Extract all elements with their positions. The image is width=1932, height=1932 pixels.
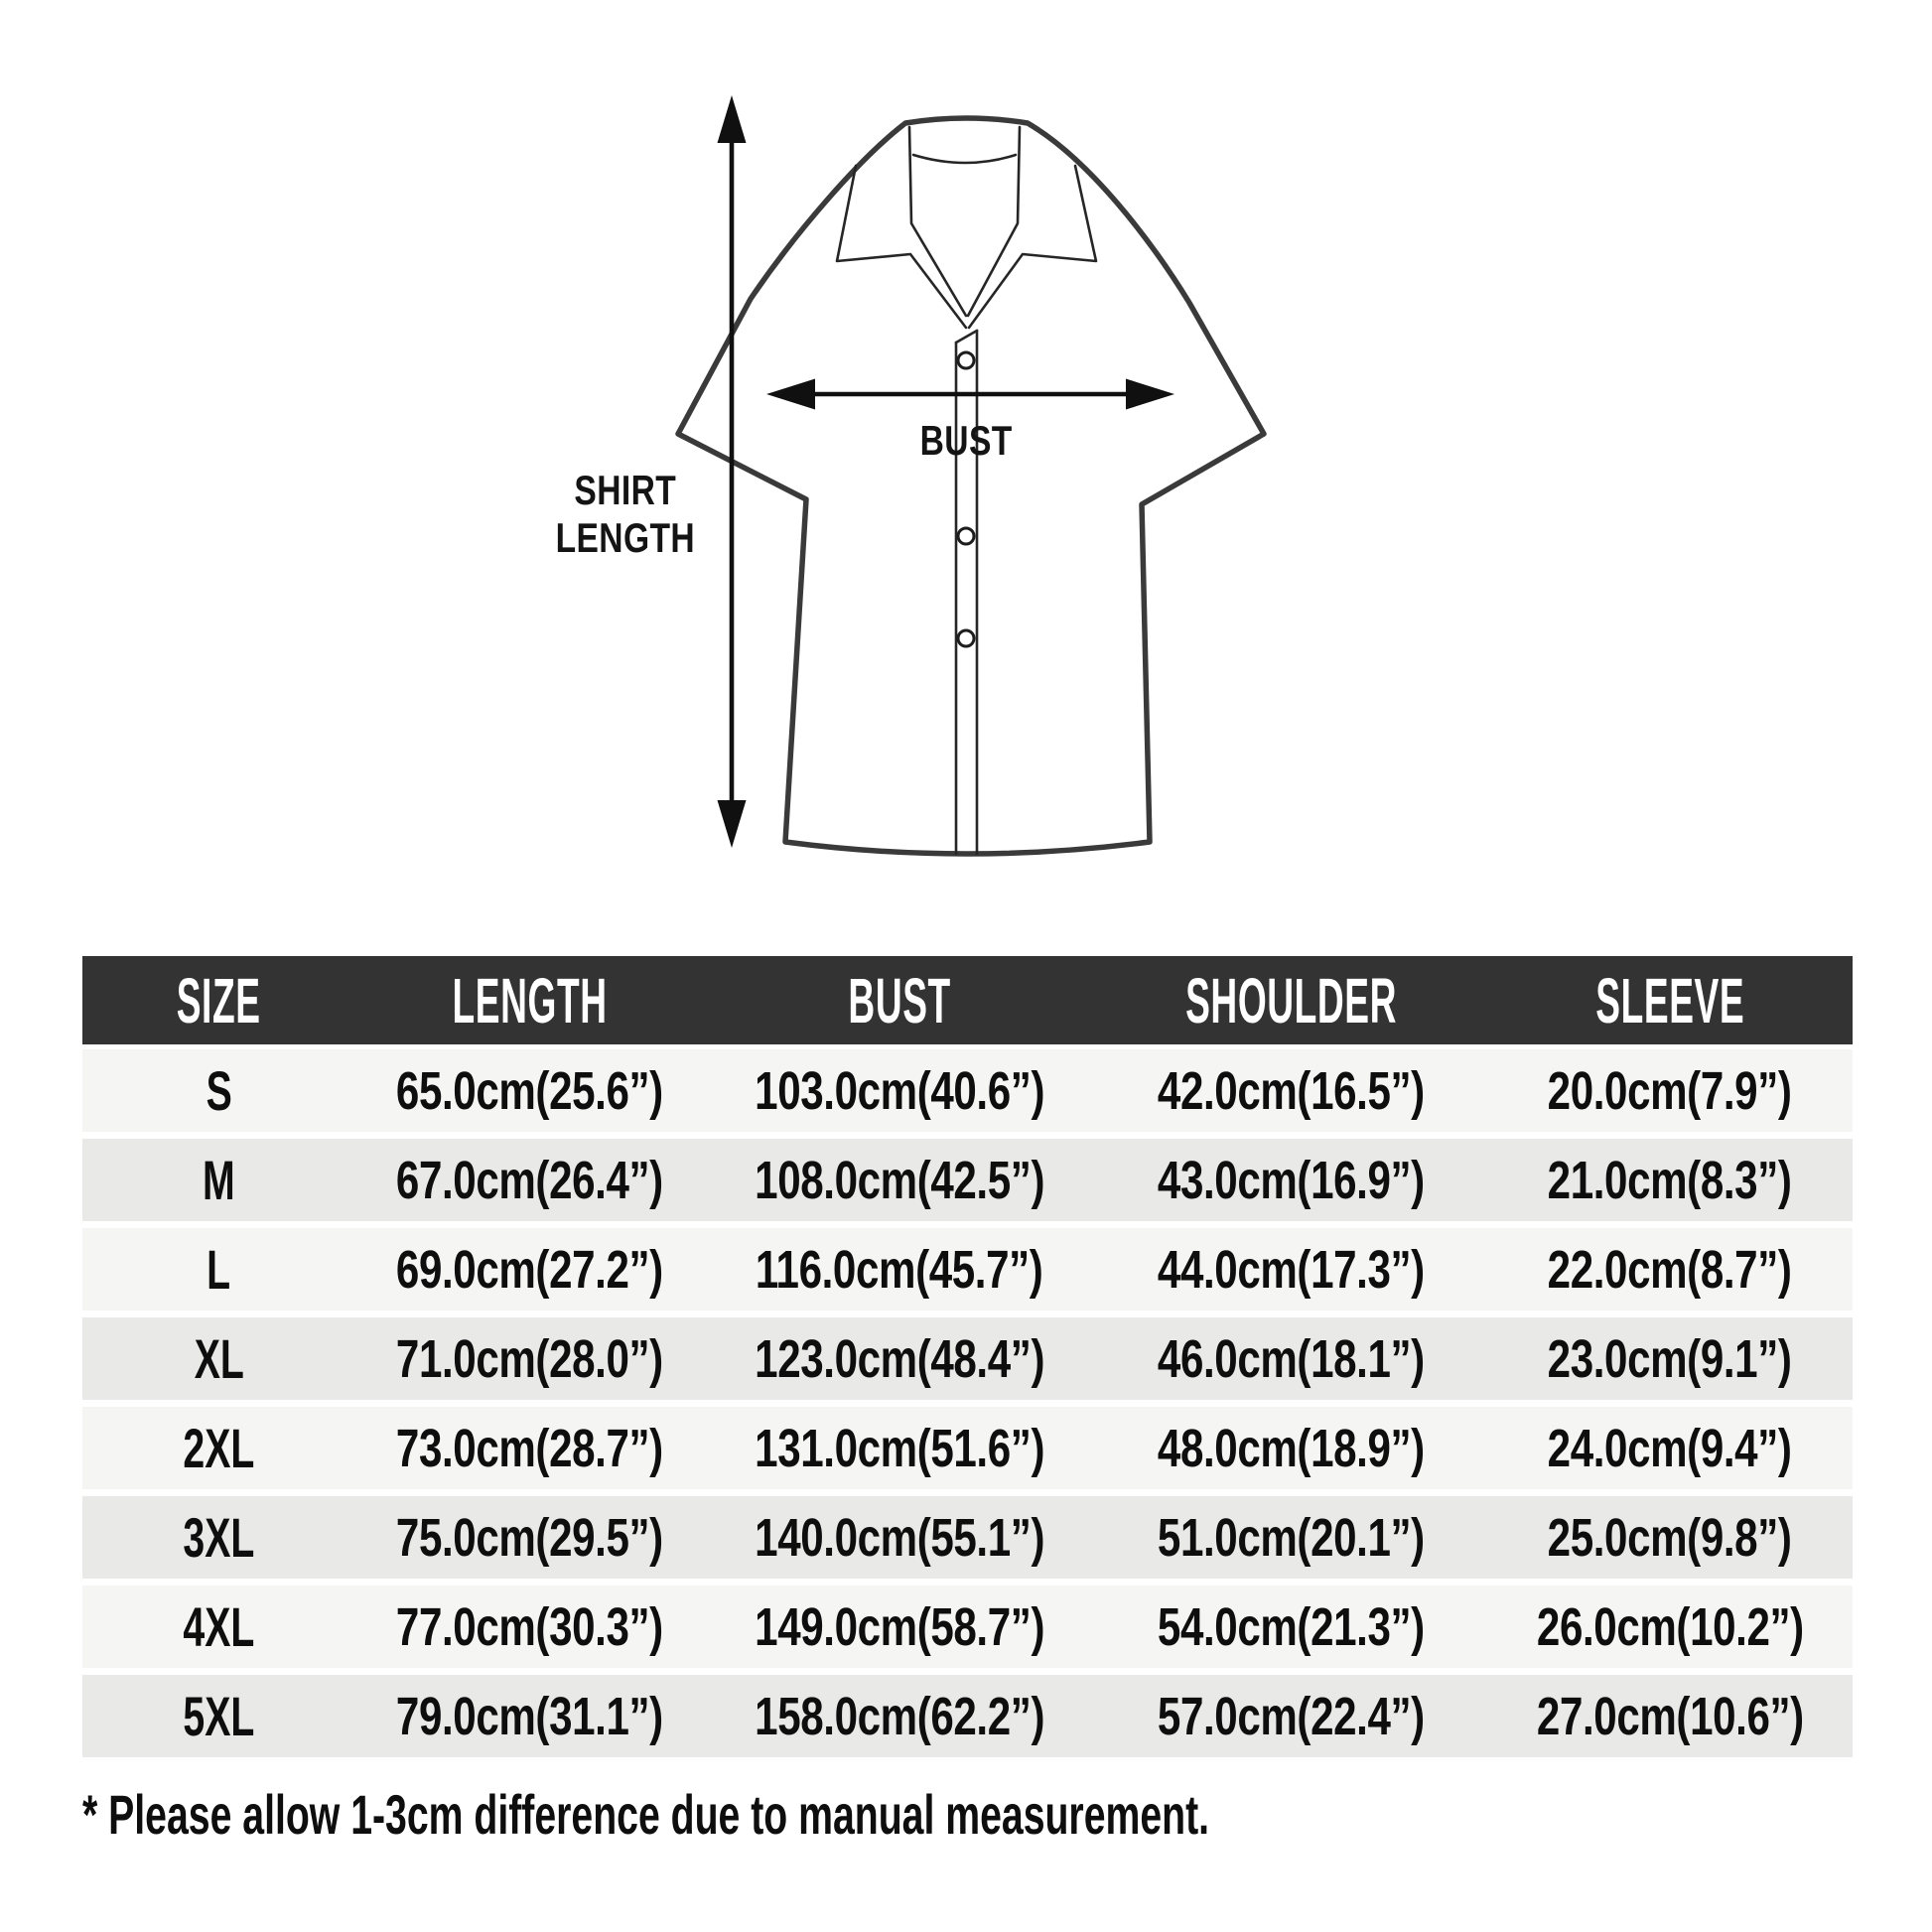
cell-size: 2XL bbox=[183, 1417, 255, 1479]
header-cell-bust: BUST bbox=[848, 964, 951, 1036]
shirt-illustration bbox=[675, 95, 1267, 857]
cell-bust: 158.0cm(62.2”) bbox=[754, 1686, 1044, 1746]
cell-bust: 108.0cm(42.5”) bbox=[754, 1150, 1044, 1210]
cell-sleeve: 23.0cm(9.1”) bbox=[1547, 1328, 1792, 1389]
cell-bust: 140.0cm(55.1”) bbox=[754, 1507, 1044, 1568]
shirt-outline bbox=[675, 115, 1267, 857]
header-cell-sleeve: SLEEVE bbox=[1594, 964, 1744, 1036]
cell-length: 65.0cm(25.6”) bbox=[395, 1060, 663, 1121]
cell-sleeve: 20.0cm(7.9”) bbox=[1547, 1060, 1792, 1121]
cell-sleeve: 22.0cm(8.7”) bbox=[1547, 1239, 1792, 1300]
cell-shoulder: 46.0cm(18.1”) bbox=[1157, 1328, 1425, 1389]
cell-size: 5XL bbox=[183, 1685, 255, 1747]
table-row: 4XL 77.0cm(30.3”) 149.0cm(58.7”) 54.0cm(… bbox=[82, 1586, 1853, 1668]
cell-shoulder: 48.0cm(18.9”) bbox=[1157, 1418, 1425, 1478]
cell-shoulder: 44.0cm(17.3”) bbox=[1157, 1239, 1425, 1300]
bust-arrow bbox=[766, 378, 1174, 410]
cell-size: M bbox=[202, 1149, 235, 1211]
cell-length: 77.0cm(30.3”) bbox=[395, 1596, 663, 1657]
table-row: 2XL 73.0cm(28.7”) 131.0cm(51.6”) 48.0cm(… bbox=[82, 1407, 1853, 1489]
measurement-note: * Please allow 1-3cm difference due to m… bbox=[82, 1783, 1210, 1846]
cell-sleeve: 25.0cm(9.8”) bbox=[1547, 1507, 1792, 1568]
cell-size: L bbox=[207, 1238, 231, 1301]
table-row: L 69.0cm(27.2”) 116.0cm(45.7”) 44.0cm(17… bbox=[82, 1228, 1853, 1311]
cell-shoulder: 42.0cm(16.5”) bbox=[1157, 1060, 1425, 1121]
table-row: S 65.0cm(25.6”) 103.0cm(40.6”) 42.0cm(16… bbox=[82, 1049, 1853, 1132]
cell-size: 4XL bbox=[183, 1595, 255, 1658]
cell-size: 3XL bbox=[183, 1506, 255, 1569]
button-icon bbox=[956, 628, 976, 648]
cell-sleeve: 26.0cm(10.2”) bbox=[1536, 1596, 1804, 1657]
cell-bust: 123.0cm(48.4”) bbox=[754, 1328, 1044, 1389]
cell-bust: 116.0cm(45.7”) bbox=[756, 1239, 1043, 1300]
cell-length: 71.0cm(28.0”) bbox=[395, 1328, 663, 1389]
table-row: 5XL 79.0cm(31.1”) 158.0cm(62.2”) 57.0cm(… bbox=[82, 1675, 1853, 1757]
cell-length: 73.0cm(28.7”) bbox=[395, 1418, 663, 1478]
header-cell-length: LENGTH bbox=[452, 964, 608, 1036]
cell-bust: 149.0cm(58.7”) bbox=[754, 1596, 1044, 1657]
button-icon bbox=[956, 350, 976, 370]
cell-bust: 131.0cm(51.6”) bbox=[754, 1418, 1044, 1478]
size-table: SIZE LENGTH BUST SHOULDER SLEEVE S 65.0c… bbox=[82, 956, 1853, 1757]
shirt-length-arrow bbox=[717, 95, 747, 848]
cell-shoulder: 54.0cm(21.3”) bbox=[1157, 1596, 1425, 1657]
cell-length: 69.0cm(27.2”) bbox=[395, 1239, 663, 1300]
cell-size: XL bbox=[194, 1327, 244, 1390]
table-row: 3XL 75.0cm(29.5”) 140.0cm(55.1”) 51.0cm(… bbox=[82, 1496, 1853, 1579]
cell-sleeve: 27.0cm(10.6”) bbox=[1536, 1686, 1804, 1746]
cell-sleeve: 21.0cm(8.3”) bbox=[1547, 1150, 1792, 1210]
table-header-row: SIZE LENGTH BUST SHOULDER SLEEVE bbox=[82, 956, 1853, 1044]
collar-detail bbox=[835, 125, 1098, 856]
cell-sleeve: 24.0cm(9.4”) bbox=[1547, 1418, 1792, 1478]
shirt-diagram: SHIRT LENGTH BUST bbox=[0, 0, 1932, 953]
cell-size: S bbox=[206, 1059, 232, 1122]
cell-shoulder: 57.0cm(22.4”) bbox=[1157, 1686, 1425, 1746]
cell-length: 67.0cm(26.4”) bbox=[395, 1150, 663, 1210]
table-row: M 67.0cm(26.4”) 108.0cm(42.5”) 43.0cm(16… bbox=[82, 1139, 1853, 1221]
bust-label: BUST bbox=[919, 417, 1013, 464]
cell-length: 75.0cm(29.5”) bbox=[395, 1507, 663, 1568]
shirt-length-label: SHIRT LENGTH bbox=[555, 467, 696, 561]
cell-bust: 103.0cm(40.6”) bbox=[754, 1060, 1044, 1121]
button-icon bbox=[956, 526, 976, 546]
table-row: XL 71.0cm(28.0”) 123.0cm(48.4”) 46.0cm(1… bbox=[82, 1317, 1853, 1400]
button-icons bbox=[956, 350, 976, 648]
cell-shoulder: 51.0cm(20.1”) bbox=[1157, 1507, 1425, 1568]
cell-length: 79.0cm(31.1”) bbox=[395, 1686, 663, 1746]
header-cell-shoulder: SHOULDER bbox=[1184, 964, 1397, 1036]
cell-shoulder: 43.0cm(16.9”) bbox=[1157, 1150, 1425, 1210]
header-cell-size: SIZE bbox=[176, 964, 261, 1036]
